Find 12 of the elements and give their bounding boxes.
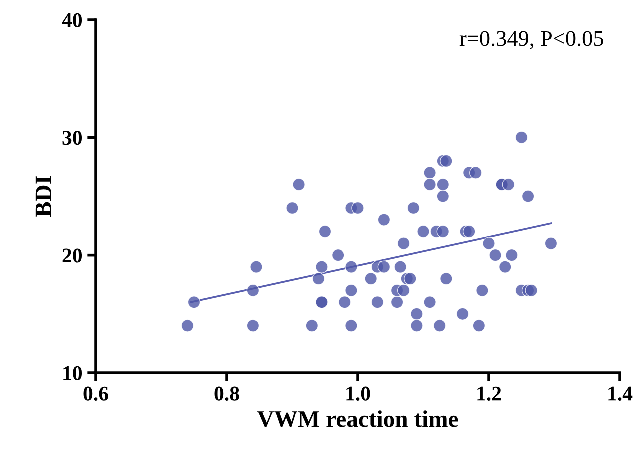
y-tick-label: 20 — [62, 248, 82, 263]
x-tick-label: 1.2 — [478, 386, 502, 401]
y-axis-title: BDI — [36, 176, 52, 218]
y-tick-label: 40 — [62, 13, 82, 28]
x-tick-label: 0.8 — [214, 386, 240, 401]
x-tick-label: 0.6 — [84, 386, 108, 401]
x-axis-title: VWM reaction time — [258, 410, 458, 428]
y-tick-label: 30 — [62, 131, 82, 146]
x-tick-label: 1.4 — [608, 386, 633, 401]
y-tick-label: 10 — [64, 366, 82, 380]
annotation: r=0.349, P<0.05 — [460, 31, 604, 50]
x-tick-label: 1.0 — [346, 386, 370, 401]
